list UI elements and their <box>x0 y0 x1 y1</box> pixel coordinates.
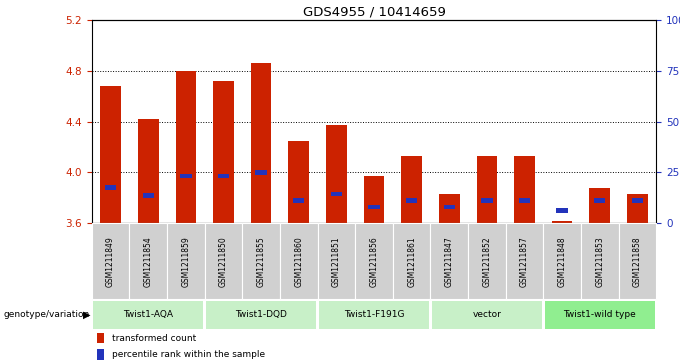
Bar <box>477 156 497 223</box>
Text: vector: vector <box>473 310 501 319</box>
Bar <box>514 156 535 223</box>
Bar <box>543 223 581 299</box>
Text: GSM1211852: GSM1211852 <box>482 236 492 287</box>
Bar <box>627 194 648 223</box>
Bar <box>143 193 154 197</box>
Text: GSM1211848: GSM1211848 <box>558 236 566 287</box>
Text: Twist1-F191G: Twist1-F191G <box>344 310 404 319</box>
Bar <box>97 333 103 343</box>
Text: transformed count: transformed count <box>112 334 197 343</box>
Text: GSM1211856: GSM1211856 <box>369 236 379 287</box>
Title: GDS4955 / 10414659: GDS4955 / 10414659 <box>303 6 445 19</box>
Bar <box>256 170 267 175</box>
Bar <box>551 221 573 223</box>
Text: ▶: ▶ <box>82 309 90 319</box>
Text: genotype/variation: genotype/variation <box>3 310 90 319</box>
Text: Twist1-AQA: Twist1-AQA <box>123 310 173 319</box>
Bar <box>242 223 280 299</box>
Bar <box>206 301 316 329</box>
Text: GSM1211853: GSM1211853 <box>595 236 605 287</box>
Bar <box>105 185 116 190</box>
Bar <box>619 223 656 299</box>
Bar <box>369 204 379 209</box>
Bar <box>138 119 158 223</box>
Bar <box>406 198 418 203</box>
Bar <box>393 223 430 299</box>
Text: GSM1211849: GSM1211849 <box>106 236 115 287</box>
Bar <box>545 301 655 329</box>
Bar <box>319 301 429 329</box>
Bar <box>175 71 197 223</box>
Bar <box>330 192 342 196</box>
Text: GSM1211855: GSM1211855 <box>256 236 266 287</box>
Text: GSM1211861: GSM1211861 <box>407 236 416 287</box>
Bar <box>251 63 271 223</box>
Bar <box>97 349 103 360</box>
Text: GSM1211847: GSM1211847 <box>445 236 454 287</box>
Text: GSM1211850: GSM1211850 <box>219 236 228 287</box>
Bar <box>92 223 129 299</box>
Bar <box>430 223 468 299</box>
Bar <box>519 198 530 203</box>
Bar <box>355 223 393 299</box>
Bar <box>280 223 318 299</box>
Bar <box>632 198 643 203</box>
Text: GSM1211857: GSM1211857 <box>520 236 529 287</box>
Bar <box>364 176 384 223</box>
Bar <box>590 188 610 223</box>
Text: GSM1211851: GSM1211851 <box>332 236 341 287</box>
Bar <box>439 194 460 223</box>
Bar <box>288 141 309 223</box>
Bar <box>93 301 203 329</box>
Bar <box>180 174 192 179</box>
Text: Twist1-DQD: Twist1-DQD <box>235 310 287 319</box>
Bar <box>481 198 492 203</box>
Bar <box>506 223 543 299</box>
Text: GSM1211854: GSM1211854 <box>143 236 153 287</box>
Bar <box>556 208 568 213</box>
Text: GSM1211860: GSM1211860 <box>294 236 303 287</box>
Text: GSM1211858: GSM1211858 <box>633 236 642 287</box>
Bar <box>326 126 347 223</box>
Bar <box>468 223 506 299</box>
Text: Twist1-wild type: Twist1-wild type <box>564 310 636 319</box>
Bar <box>100 86 121 223</box>
Bar <box>594 198 605 203</box>
Bar <box>401 156 422 223</box>
Bar <box>581 223 619 299</box>
Bar <box>167 223 205 299</box>
Bar <box>293 198 305 203</box>
Bar <box>318 223 355 299</box>
Bar <box>129 223 167 299</box>
Bar <box>443 204 455 209</box>
Bar <box>205 223 242 299</box>
Bar <box>432 301 542 329</box>
Text: percentile rank within the sample: percentile rank within the sample <box>112 350 265 359</box>
Bar <box>218 174 229 179</box>
Text: GSM1211859: GSM1211859 <box>182 236 190 287</box>
Bar <box>213 81 234 223</box>
